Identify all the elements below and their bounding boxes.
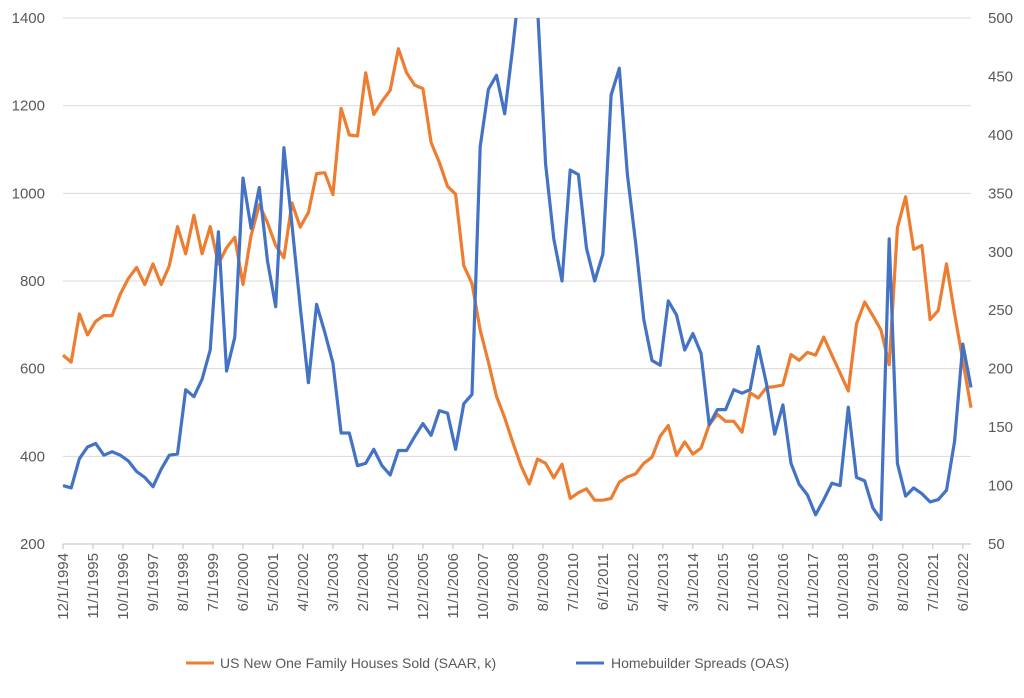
- x-tick-label: 11/1/2017: [805, 553, 822, 619]
- x-tick-label: 6/1/2011: [595, 553, 612, 610]
- left-y-tick-label: 1200: [12, 98, 45, 115]
- x-tick-label: 12/1/2005: [415, 553, 432, 620]
- x-tick-label: 8/1/1998: [175, 553, 192, 611]
- left-y-tick-label: 600: [20, 361, 45, 378]
- right-y-tick-label: 200: [988, 361, 1013, 378]
- x-tick-label: 4/1/2013: [655, 553, 672, 611]
- x-tick-label: 10/1/2018: [835, 553, 852, 620]
- x-tick-label: 3/1/2003: [325, 553, 342, 611]
- right-y-tick-label: 350: [988, 185, 1013, 202]
- series-lines: [61, 18, 973, 522]
- right-y-tick-label: 500: [988, 10, 1013, 27]
- x-tick-label: 1/1/2016: [745, 553, 762, 611]
- x-tick-label: 8/1/2009: [535, 553, 552, 611]
- right-y-axis: 50 100 150 200 250 300 350 400 450 500: [988, 10, 1013, 553]
- left-y-axis: 200 400 600 800 1000 1200 1400: [12, 10, 45, 553]
- x-tick-label: 5/1/2012: [625, 553, 642, 611]
- left-y-tick-label: 1000: [12, 185, 45, 202]
- x-tick-label: 10/1/2007: [475, 553, 492, 620]
- left-y-tick-label: 1400: [12, 10, 45, 27]
- x-tick-label: 7/1/1999: [205, 553, 222, 611]
- right-y-tick-label: 300: [988, 244, 1013, 261]
- left-y-tick-label: 200: [20, 536, 45, 553]
- x-tick-label: 7/1/2021: [925, 553, 942, 611]
- x-tick-label: 12/1/2016: [775, 553, 792, 620]
- x-tick-label: 12/1/1994: [55, 553, 72, 620]
- x-tick-label: 3/1/2014: [685, 553, 702, 611]
- x-tick-label: 2/1/2015: [715, 553, 732, 611]
- right-y-tick-label: 450: [988, 68, 1013, 85]
- x-tick-label: 11/1/1995: [85, 553, 102, 619]
- left-y-tick-label: 400: [20, 448, 45, 465]
- x-tick-label: 9/1/2019: [865, 553, 882, 611]
- x-tick-label: 4/1/2002: [295, 553, 312, 611]
- x-tick-label: 9/1/2008: [505, 553, 522, 611]
- legend-label-houses-sold: US New One Family Houses Sold (SAAR, k): [220, 655, 496, 671]
- x-tick-label: 6/1/2022: [955, 553, 972, 611]
- right-y-tick-label: 250: [988, 302, 1013, 319]
- x-tick-label: 1/1/2005: [385, 553, 402, 611]
- x-tick-label: 5/1/2001: [265, 553, 282, 611]
- x-tick-label: 8/1/2020: [895, 553, 912, 611]
- right-y-tick-label: 400: [988, 127, 1013, 144]
- right-y-tick-label: 100: [988, 478, 1013, 495]
- x-tick-label: 2/1/2004: [355, 553, 372, 611]
- legend-label-homebuilder-spreads: Homebuilder Spreads (OAS): [611, 655, 789, 671]
- x-axis: 12/1/1994 11/1/1995 10/1/1996 9/1/1997 8/1/1…: [55, 544, 972, 620]
- x-tick-label: 10/1/1996: [115, 553, 132, 620]
- right-y-tick-label: 50: [988, 536, 1005, 553]
- gridlines: [63, 17, 971, 545]
- x-tick-label: 9/1/1997: [145, 553, 162, 611]
- x-tick-label: 7/1/2010: [565, 553, 582, 611]
- x-tick-label: 6/1/2000: [235, 553, 252, 611]
- x-tick-label: 11/1/2006: [445, 553, 462, 619]
- legend: US New One Family Houses Sold (SAAR, k) …: [186, 655, 789, 671]
- homebuilder-spreads-line: [62, 18, 973, 522]
- right-y-tick-label: 150: [988, 419, 1013, 436]
- houses-sold-line: [61, 47, 973, 502]
- left-y-tick-label: 800: [20, 273, 45, 290]
